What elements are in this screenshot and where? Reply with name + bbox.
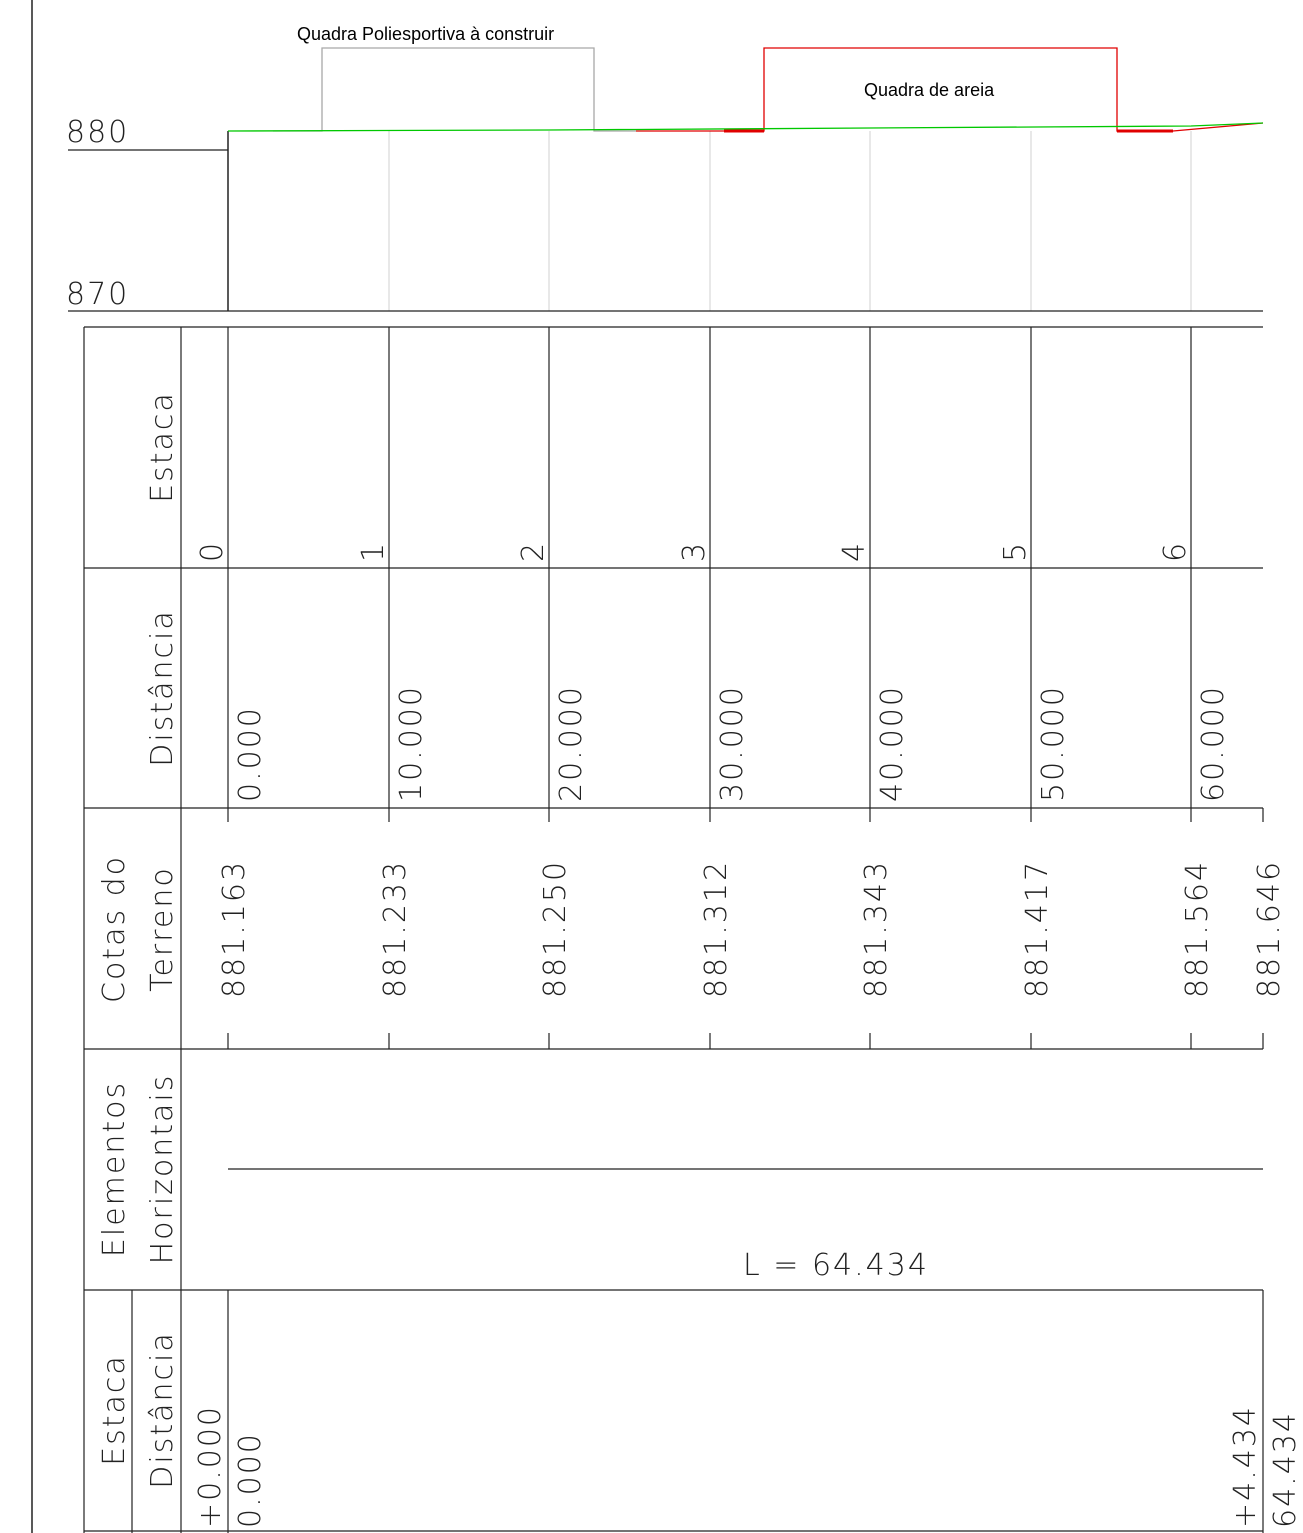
row-label-cotas-2: Terreno <box>145 866 180 992</box>
profile-grid <box>388 131 1192 311</box>
distance-values: 0.000 10.000 20.000 30.000 40.000 50.000… <box>233 685 1231 802</box>
station-value: 6 <box>1158 541 1193 562</box>
row-label-cotas-1: Cotas do <box>97 855 132 1003</box>
elevation-870-label: 870 <box>66 277 129 312</box>
distance-value: 50.000 <box>1036 685 1071 802</box>
elevation-value: 881.250 <box>538 860 573 998</box>
row-label-distancia: Distância <box>145 609 180 766</box>
poly-court-outline <box>273 47 636 132</box>
distance-value: 20.000 <box>554 685 589 802</box>
station-value: 4 <box>837 541 872 562</box>
station-value: 5 <box>998 541 1033 562</box>
horizontal-length-label: L = 64.434 <box>743 1248 929 1283</box>
terrain-line <box>227 122 1264 132</box>
sand-court-label: Quadra de areia <box>864 80 995 100</box>
bottom-start-distance: 0.000 <box>233 1432 268 1528</box>
elevation-value: 881.233 <box>378 860 413 998</box>
elevation-880-label: 880 <box>66 115 129 150</box>
terrain-elevation-values: 881.163 881.233 881.250 881.312 881.343 … <box>217 860 1287 998</box>
distance-value: 10.000 <box>394 685 429 802</box>
row-label-elementos-2: Horizontais <box>145 1074 180 1265</box>
elevation-value: 881.163 <box>217 860 252 998</box>
elevation-value: 881.646 <box>1252 860 1287 998</box>
profile-table <box>83 326 1264 1533</box>
bottom-end-distance: 64.434 <box>1268 1411 1303 1528</box>
elevation-value: 881.312 <box>699 860 734 998</box>
bottom-start-station: +0.000 <box>193 1405 228 1528</box>
station-value: 3 <box>677 541 712 562</box>
poly-court-label: Quadra Poliesportiva à construir <box>297 24 554 44</box>
row-label-bottom-estaca: Estaca <box>97 1354 132 1466</box>
elevation-value: 881.343 <box>859 860 894 998</box>
elevation-value: 881.564 <box>1180 860 1215 998</box>
distance-value: 40.000 <box>875 685 910 802</box>
row-label-estaca: Estaca <box>145 391 180 503</box>
bottom-end-station: +4.434 <box>1228 1405 1263 1528</box>
station-value: 1 <box>356 541 391 562</box>
row-label-bottom-distancia: Distância <box>145 1331 180 1488</box>
distance-value: 0.000 <box>233 706 268 802</box>
distance-value: 60.000 <box>1196 685 1231 802</box>
distance-value: 30.000 <box>715 685 750 802</box>
row-label-elementos-1: Elementos <box>97 1081 132 1257</box>
station-value: 0 <box>195 541 230 562</box>
station-values: 0 1 2 3 4 5 6 <box>195 541 1193 562</box>
station-value: 2 <box>516 541 551 562</box>
elevation-value: 881.417 <box>1020 860 1055 998</box>
